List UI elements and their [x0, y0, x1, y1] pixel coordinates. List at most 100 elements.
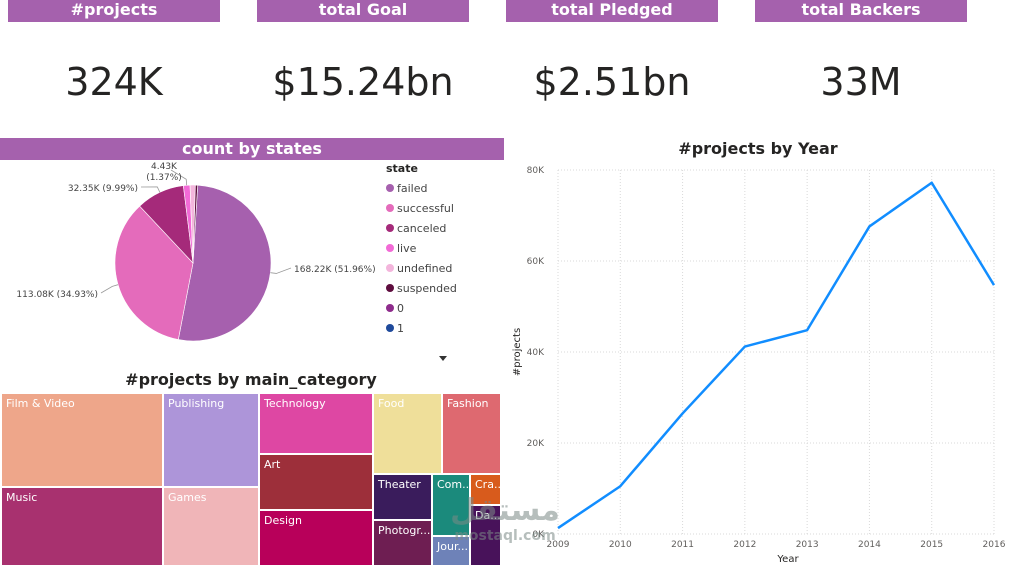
treemap-cell-photography[interactable]: Photogr...: [373, 520, 432, 566]
pie-data-label: 4.43K: [151, 162, 178, 172]
legend-dot: [386, 204, 394, 212]
legend-item-canceled[interactable]: canceled: [386, 218, 466, 238]
treemap-label: Film & Video: [6, 397, 75, 410]
y-tick-label: 0K: [532, 530, 545, 540]
legend-dot: [386, 184, 394, 192]
treemap-label: Cra...: [475, 478, 501, 491]
treemap-cell-design[interactable]: Design: [259, 510, 373, 566]
treemap-label: Fashion: [447, 397, 489, 410]
y-tick-label: 80K: [527, 166, 545, 176]
x-tick-label: 2010: [609, 540, 632, 550]
treemap-cell-publishing[interactable]: Publishing: [163, 393, 259, 487]
y-tick-label: 40K: [527, 348, 545, 358]
legend-item-live[interactable]: live: [386, 238, 466, 258]
watermark-arabic: مستقل: [450, 493, 560, 528]
pie-leader-line: [100, 284, 119, 294]
pie-data-label: 32.35K (9.99%): [68, 184, 138, 194]
y-tick-label: 20K: [527, 439, 545, 449]
legend-item-successful[interactable]: successful: [386, 198, 466, 218]
line-point-2014[interactable]: [867, 224, 872, 229]
legend-label: successful: [397, 201, 454, 215]
pie-slice-suspended[interactable]: [192, 184, 198, 264]
treemap: Film & Video Music Publishing Games Tech…: [0, 392, 502, 567]
treemap-cell-technology[interactable]: Technology: [259, 393, 373, 454]
legend-dot: [386, 304, 394, 312]
treemap-cell-comics[interactable]: Com...: [432, 474, 470, 536]
x-tick-label: 2011: [671, 540, 694, 550]
legend-item-undefined[interactable]: undefined: [386, 258, 466, 278]
line-point-2016[interactable]: [992, 283, 997, 288]
x-tick-label: 2012: [733, 540, 756, 550]
treemap-cell-theater[interactable]: Theater: [373, 474, 432, 520]
treemap-label: Technology: [264, 397, 326, 410]
treemap-label: Food: [378, 397, 405, 410]
pie-data-label: 168.22K (51.96%): [294, 265, 376, 275]
y-axis-label: #projects: [512, 328, 523, 376]
legend-dot: [386, 264, 394, 272]
legend-item-failed[interactable]: failed: [386, 178, 466, 198]
legend-item-1[interactable]: 1: [386, 318, 466, 338]
kpi-pledged-value: $2.51bn: [533, 60, 691, 104]
pie-chart: 168.22K (51.96%) 113.08K (34.93%) 32.35K (…: [16, 162, 376, 342]
treemap-label: Photogr...: [378, 524, 431, 537]
treemap-cell-journalism[interactable]: Jour...: [432, 536, 470, 566]
line-point-2011[interactable]: [680, 411, 685, 416]
treemap-cell-games[interactable]: Games: [163, 487, 259, 566]
x-tick-label: 2016: [983, 540, 1006, 550]
y-tick-label: 60K: [527, 257, 545, 267]
treemap-label: Jour...: [437, 540, 468, 553]
line-chart: 0K 20K 40K 60K 80K 2009 2010 2011 2012 2013 2014 20…: [512, 166, 1006, 565]
pie-legend: state failed successful canceled live undefi…: [386, 162, 466, 342]
line-title: #projects by Year: [678, 139, 838, 158]
treemap-cell-fashion[interactable]: Fashion: [442, 393, 501, 474]
legend-dot: [386, 324, 394, 332]
line-point-2013[interactable]: [805, 328, 810, 333]
legend-label: 1: [397, 321, 404, 335]
legend-dot: [386, 224, 394, 232]
treemap-label: Publishing: [168, 397, 225, 410]
treemap-cell-food[interactable]: Food: [373, 393, 442, 474]
line-point-2012[interactable]: [742, 344, 747, 349]
treemap-cell-music[interactable]: Music: [1, 487, 163, 566]
legend-label: undefined: [397, 261, 453, 275]
legend-label: failed: [397, 181, 428, 195]
treemap-label: Com...: [437, 478, 470, 491]
legend-dot: [386, 284, 394, 292]
pie-data-label: 113.08K (34.93%): [16, 290, 98, 300]
treemap-label: Theater: [378, 478, 421, 491]
treemap-cell-crafts[interactable]: Cra...: [470, 474, 501, 505]
treemap-cell-art[interactable]: Art: [259, 454, 373, 510]
kpi-projects-value: 324K: [65, 60, 163, 104]
pie-slice-failed[interactable]: [177, 184, 272, 342]
treemap-title: #projects by main_category: [125, 370, 377, 389]
kpi-backers-header: total Backers: [755, 0, 967, 22]
legend-dot: [386, 244, 394, 252]
line-point-2010[interactable]: [618, 484, 623, 489]
pie-header: count by states: [0, 138, 504, 160]
kpi-pledged-header: total Pledged: [506, 0, 718, 22]
legend-scroll-arrow[interactable]: [439, 356, 447, 361]
x-tick-label: 2013: [796, 540, 819, 550]
kpi-projects-header: #projects: [8, 0, 220, 22]
x-tick-label: 2015: [920, 540, 943, 550]
x-axis-label: Year: [776, 554, 799, 565]
kpi-goal-value: $15.24bn: [272, 60, 454, 104]
legend-label: 0: [397, 301, 404, 315]
pie-leader-line: [170, 169, 188, 186]
pie-leader-line: [270, 267, 292, 274]
treemap-cell-film-video[interactable]: Film & Video: [1, 393, 163, 487]
x-tick-label: 2014: [858, 540, 881, 550]
legend-label: live: [397, 241, 417, 255]
line-series[interactable]: [557, 181, 996, 530]
treemap-label: Art: [264, 458, 281, 471]
watermark-latin: mostaql.com: [454, 528, 556, 544]
line-point-2015[interactable]: [929, 180, 934, 185]
legend-item-suspended[interactable]: suspended: [386, 278, 466, 298]
kpi-goal-header: total Goal: [257, 0, 469, 22]
legend-item-0[interactable]: 0: [386, 298, 466, 318]
pie-data-label: (1.37%): [146, 173, 182, 183]
treemap-label: Da...: [475, 509, 501, 522]
legend-title: state: [386, 162, 418, 175]
treemap-cell-dance[interactable]: Da...: [470, 505, 501, 566]
pie-leader-line: [140, 186, 161, 193]
